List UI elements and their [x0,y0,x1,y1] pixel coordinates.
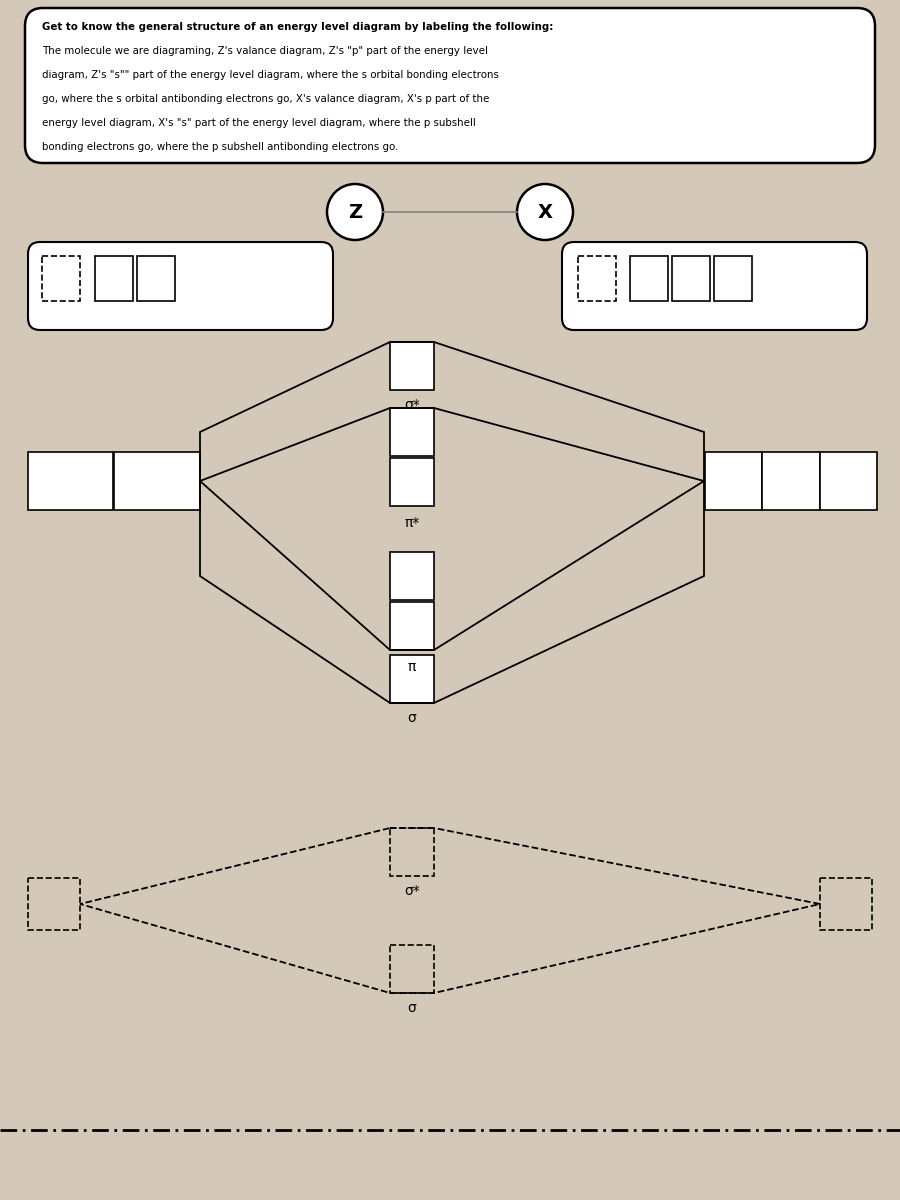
Text: σ*: σ* [404,398,420,412]
Text: go, where the s orbital antibonding electrons go, X's valance diagram, X's p par: go, where the s orbital antibonding elec… [42,94,490,104]
FancyBboxPatch shape [137,256,175,301]
Circle shape [517,184,573,240]
Text: σ: σ [408,1001,417,1015]
FancyBboxPatch shape [672,256,710,301]
FancyBboxPatch shape [114,452,200,510]
FancyBboxPatch shape [390,342,434,390]
Text: The molecule we are diagraming, Z's valance diagram, Z's "p" part of the energy : The molecule we are diagraming, Z's vala… [42,46,488,56]
FancyBboxPatch shape [714,256,752,301]
Text: Z: Z [348,203,362,222]
FancyBboxPatch shape [25,8,875,163]
FancyBboxPatch shape [28,452,113,510]
Circle shape [327,184,383,240]
Text: energy level diagram, X's "s" part of the energy level diagram, where the p subs: energy level diagram, X's "s" part of th… [42,118,476,128]
FancyBboxPatch shape [630,256,668,301]
Text: bonding electrons go, where the p subshell antibonding electrons go.: bonding electrons go, where the p subshe… [42,142,399,152]
FancyBboxPatch shape [390,458,434,506]
Text: π: π [408,660,416,674]
Text: diagram, Z's "s"" part of the energy level diagram, where the s orbital bonding : diagram, Z's "s"" part of the energy lev… [42,70,499,80]
Text: π*: π* [404,516,419,530]
Text: Get to know the general structure of an energy level diagram by labeling the fol: Get to know the general structure of an … [42,22,553,32]
Text: σ*: σ* [404,884,420,898]
FancyBboxPatch shape [390,602,434,650]
FancyBboxPatch shape [390,655,434,703]
FancyBboxPatch shape [562,242,867,330]
FancyBboxPatch shape [705,452,762,510]
Text: X: X [537,203,553,222]
FancyBboxPatch shape [390,552,434,600]
FancyBboxPatch shape [95,256,133,301]
FancyBboxPatch shape [28,242,333,330]
FancyBboxPatch shape [820,452,877,510]
FancyBboxPatch shape [762,452,820,510]
Text: σ: σ [408,710,417,725]
FancyBboxPatch shape [390,408,434,456]
